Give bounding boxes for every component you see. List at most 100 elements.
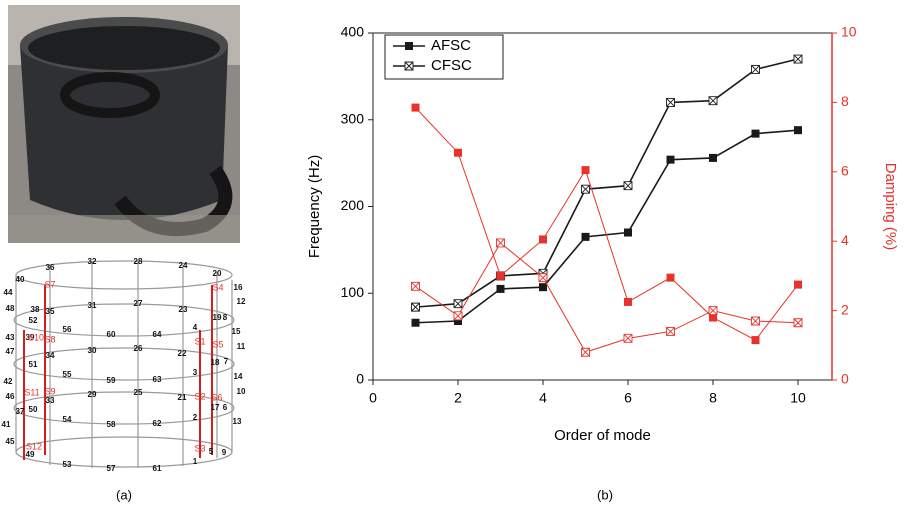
node-label: 40 xyxy=(16,275,25,284)
node-label: 35 xyxy=(46,307,55,316)
node-label: 22 xyxy=(178,349,187,358)
node-label: 34 xyxy=(46,351,55,360)
node-label: 5 xyxy=(209,447,214,456)
node-label: 55 xyxy=(63,370,72,379)
marker xyxy=(709,97,717,105)
sensor-label: S12 xyxy=(26,441,42,451)
legend-label: CFSC xyxy=(431,57,472,74)
marker xyxy=(794,126,802,134)
marker xyxy=(497,272,505,280)
marker xyxy=(412,319,420,327)
marker xyxy=(667,156,675,164)
node-label: 53 xyxy=(63,460,72,469)
node-label: 10 xyxy=(237,387,246,396)
node-label: 24 xyxy=(179,261,188,270)
node-label: 42 xyxy=(4,377,13,386)
node-label: 23 xyxy=(179,305,188,314)
node-label: 25 xyxy=(134,388,143,397)
node-label: 15 xyxy=(232,327,241,336)
marker xyxy=(497,285,505,293)
x-tick-label: 4 xyxy=(539,390,547,406)
y-tick-label: 400 xyxy=(341,24,365,40)
legend-label: AFSC xyxy=(431,37,471,54)
x-tick-label: 8 xyxy=(709,390,717,406)
sensor-label: S5 xyxy=(212,339,223,349)
node-label: 20 xyxy=(213,269,222,278)
node-label: 49 xyxy=(26,450,35,459)
node-label: 6 xyxy=(223,403,228,412)
sensor-label: S9 xyxy=(44,386,55,396)
node-label: 30 xyxy=(88,346,97,355)
marker xyxy=(624,182,632,190)
node-label: 37 xyxy=(16,407,25,416)
y2-tick-label: 4 xyxy=(841,232,849,248)
node-label: 57 xyxy=(107,464,116,473)
marker xyxy=(582,348,590,356)
marker xyxy=(752,336,760,344)
marker xyxy=(497,239,505,247)
series-line xyxy=(416,59,799,307)
marker xyxy=(582,166,590,174)
node-label: 33 xyxy=(46,396,55,405)
y2-tick-label: 10 xyxy=(841,24,857,40)
x-tick-label: 0 xyxy=(369,390,377,406)
node-label: 46 xyxy=(6,392,15,401)
y2-tick-label: 2 xyxy=(841,301,849,317)
sensor-label: S4 xyxy=(212,282,223,292)
node-label: 41 xyxy=(2,420,11,429)
y-tick-label: 300 xyxy=(341,110,365,126)
node-label: 32 xyxy=(88,257,97,266)
panel-label: (a) xyxy=(116,487,132,502)
node-label: 8 xyxy=(223,313,228,322)
node-label: 19 xyxy=(213,313,222,322)
plot-frame xyxy=(373,33,832,380)
node-label: 63 xyxy=(153,375,162,384)
marker xyxy=(454,312,462,320)
marker xyxy=(405,62,413,70)
node-label: 48 xyxy=(6,304,15,313)
sensor-label: S11 xyxy=(24,387,39,397)
marker xyxy=(454,300,462,308)
y2-tick-label: 8 xyxy=(841,93,849,109)
marker xyxy=(709,154,717,162)
marker xyxy=(794,281,802,289)
y-axis-title: Frequency (Hz) xyxy=(306,155,323,258)
y2-axis-title: Damping (%) xyxy=(882,163,899,251)
sensor-label: S10 xyxy=(28,332,44,342)
x-tick-label: 6 xyxy=(624,390,632,406)
node-label: 7 xyxy=(224,357,229,366)
y2-tick-label: 0 xyxy=(841,371,849,387)
node-label: 26 xyxy=(134,344,143,353)
node-label: 17 xyxy=(211,403,220,412)
marker xyxy=(752,65,760,73)
node-label: 13 xyxy=(233,417,242,426)
marker xyxy=(582,185,590,193)
node-label: 45 xyxy=(6,437,15,446)
y-tick-label: 200 xyxy=(341,197,365,213)
node-label: 44 xyxy=(4,288,13,297)
node-label: 64 xyxy=(153,330,162,339)
node-label: 56 xyxy=(63,325,72,334)
marker xyxy=(624,229,632,237)
node-label: 47 xyxy=(6,347,15,356)
marker xyxy=(539,283,547,291)
marker xyxy=(624,298,632,306)
node-label: 1 xyxy=(193,457,198,466)
marker xyxy=(794,319,802,327)
node-label: 11 xyxy=(237,342,246,351)
marker xyxy=(412,303,420,311)
marker xyxy=(539,274,547,282)
marker xyxy=(405,42,413,50)
marker xyxy=(667,274,675,282)
sensor-label: S6 xyxy=(211,392,222,402)
node-label: 16 xyxy=(234,283,243,292)
node-label: 61 xyxy=(153,464,162,473)
figure: (a) (b) 024681001002003004000246810Order… xyxy=(0,0,906,511)
node-label: 21 xyxy=(178,393,187,402)
node-label: 38 xyxy=(31,305,40,314)
node-label: 12 xyxy=(237,297,246,306)
marker xyxy=(412,104,420,112)
marker xyxy=(412,282,420,290)
node-label: 29 xyxy=(88,390,97,399)
